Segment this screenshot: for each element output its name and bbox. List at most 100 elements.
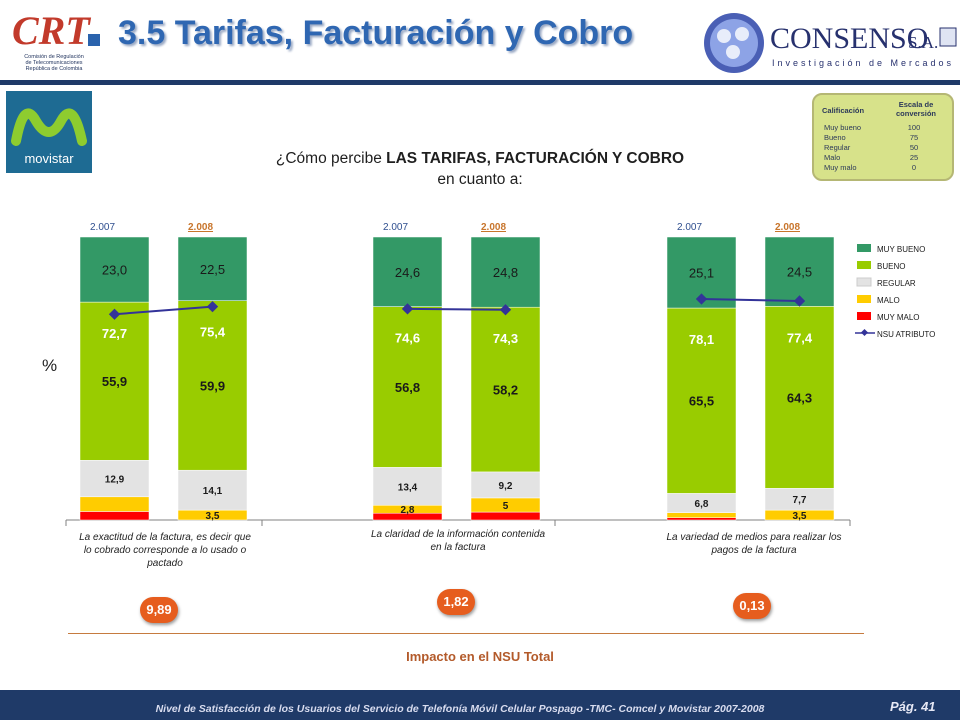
year-label: 2.007 xyxy=(90,222,115,233)
scale-header-rating: Calificación xyxy=(822,106,865,115)
movistar-logo xyxy=(6,91,92,173)
bar-segment-muy-bueno xyxy=(79,236,150,303)
data-label: 14,1 xyxy=(203,486,223,497)
year-label: 2.007 xyxy=(383,222,408,233)
year-label: 2.008 xyxy=(188,222,213,233)
data-label: 58,2 xyxy=(493,383,518,398)
nsu-marker xyxy=(793,295,806,307)
bar-segment-muy-malo xyxy=(79,511,150,521)
data-label: 55,9 xyxy=(102,374,127,389)
nsu-label: 78,1 xyxy=(689,332,714,347)
consenso-suffix: S.A. xyxy=(908,33,938,52)
bar-segment-regular xyxy=(372,467,443,506)
crt-logo-text: CRT xyxy=(12,8,91,53)
question-line-1: ¿Cómo percibe LAS TARIFAS, FACTURACIÓN Y… xyxy=(275,150,685,167)
consenso-logo: CONSENSO S.A. Investigación de Mercados xyxy=(702,8,958,80)
bar-segment-bueno xyxy=(666,307,737,494)
data-label: 22,5 xyxy=(200,262,225,277)
consenso-name: CONSENSO xyxy=(770,22,928,55)
data-label: 2,8 xyxy=(401,505,415,516)
legend-line-marker xyxy=(860,328,869,337)
nsu-label: 72,7 xyxy=(102,326,127,341)
consenso-tagline: Investigación de Mercados xyxy=(772,58,954,68)
bar-segment-bueno xyxy=(470,306,541,473)
impact-badge-3: 0,13 xyxy=(733,593,771,619)
data-label: 7,7 xyxy=(793,495,807,506)
nsu-line xyxy=(701,297,800,302)
nsu-label: 74,6 xyxy=(395,331,420,346)
data-label: 64,3 xyxy=(787,390,812,405)
page-title: 3.5 Tarifas, Facturación y Cobro xyxy=(118,14,634,52)
bar-segment-bueno xyxy=(372,306,443,468)
bar-segment-bueno xyxy=(764,306,835,489)
data-label: 24,5 xyxy=(787,265,812,280)
nsu-line xyxy=(114,305,213,316)
legend-swatch xyxy=(857,312,871,320)
data-label: 25,1 xyxy=(689,266,714,281)
data-label: 6,8 xyxy=(695,499,709,510)
nsu-marker xyxy=(401,303,414,315)
data-label: 23,0 xyxy=(102,263,127,278)
y-axis-label: % xyxy=(42,356,58,375)
data-label: 3,5 xyxy=(793,511,807,522)
legend-label: BUENO xyxy=(877,262,905,271)
bar-segment-malo xyxy=(666,512,737,518)
impact-divider xyxy=(68,633,864,634)
nsu-line xyxy=(407,307,506,311)
legend-swatch xyxy=(857,295,871,303)
data-label: 24,6 xyxy=(395,265,420,280)
legend-label: REGULAR xyxy=(877,279,916,288)
data-label: 3,5 xyxy=(206,511,220,522)
legend-swatch xyxy=(857,244,871,252)
category-label-3: La variedad de medios para realizar los … xyxy=(666,532,842,556)
movistar-label: movistar xyxy=(24,151,74,166)
category-label-1: La exactitud de la factura, es decir que… xyxy=(79,532,251,569)
bar-segment-regular xyxy=(177,469,248,511)
year-label: 2.008 xyxy=(775,222,800,233)
year-label: 2.007 xyxy=(677,222,702,233)
year-label: 2.008 xyxy=(481,222,506,233)
footer-bar xyxy=(0,690,960,720)
footer-text: Nivel de Satisfacción de los Usuarios de… xyxy=(155,703,765,715)
scale-header-conversion: Escala de conversión xyxy=(895,100,936,118)
data-label: 12,9 xyxy=(105,475,125,486)
bar-segment-regular xyxy=(470,471,541,499)
legend-label: MUY BUENO xyxy=(877,245,925,254)
bar-segment-malo xyxy=(79,496,150,512)
category-label-2: La claridad de la información contenida … xyxy=(371,529,545,553)
nsu-label: 77,4 xyxy=(787,330,813,345)
bar-segment-muy-malo xyxy=(666,517,737,521)
data-label: 9,2 xyxy=(499,481,513,492)
bar-segment-muy-malo xyxy=(470,511,541,521)
page-number: Pág. 41 xyxy=(890,699,936,714)
bar-segment-muy-bueno xyxy=(177,236,248,301)
nsu-label: 74,3 xyxy=(493,331,518,346)
impact-badge-1: 9,89 xyxy=(140,597,178,623)
data-label: 5 xyxy=(503,501,509,512)
scale-table: Calificación Escala de conversión Muy bu… xyxy=(812,93,954,181)
nsu-marker xyxy=(695,293,708,305)
data-label: 13,4 xyxy=(398,482,418,493)
impact-title: Impacto en el NSU Total xyxy=(406,649,554,664)
legend-swatch xyxy=(856,277,872,287)
legend-swatch xyxy=(857,261,871,269)
nsu-marker xyxy=(499,304,512,316)
bar-segment-muy-bueno xyxy=(764,236,835,307)
legend-label: MUY MALO xyxy=(877,313,920,322)
bar-segment-bueno xyxy=(79,301,150,461)
question-line-2: en cuanto a: xyxy=(437,171,523,188)
legend-label: MALO xyxy=(877,296,900,305)
crt-org-name: Comisión de Regulación de Telecomunicaci… xyxy=(24,54,84,73)
data-label: 65,5 xyxy=(689,394,714,409)
legend-label: NSU ATRIBUTO xyxy=(877,330,935,339)
data-label: 56,8 xyxy=(395,380,420,395)
nsu-marker xyxy=(206,300,219,313)
bar-segment-regular xyxy=(79,460,150,498)
nsu-label: 75,4 xyxy=(200,325,226,340)
title-divider xyxy=(0,80,960,85)
bar-segment-muy-bueno xyxy=(372,236,443,307)
bar-segment-muy-bueno xyxy=(470,236,541,308)
crt-logo: CRT xyxy=(8,6,100,78)
data-label: 59,9 xyxy=(200,378,225,393)
